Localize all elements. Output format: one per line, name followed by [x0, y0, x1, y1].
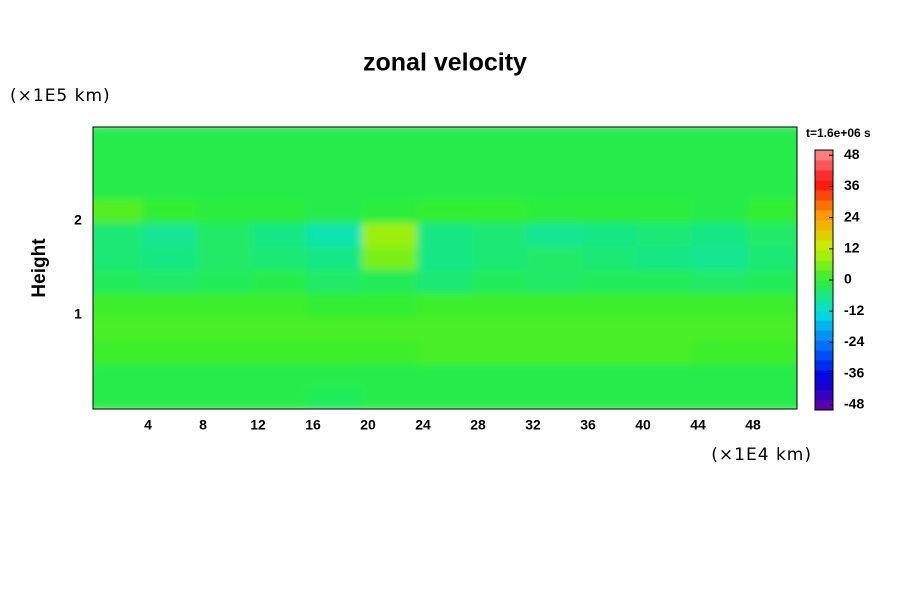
colorbar-band — [815, 160, 833, 171]
heat-cell — [747, 172, 797, 200]
heat-cell — [747, 127, 797, 153]
colorbar-band — [815, 190, 833, 201]
colorbar-band — [815, 210, 833, 221]
heat-cell — [747, 266, 797, 294]
colorbar-band — [815, 320, 833, 331]
y-tick-label: 1 — [74, 306, 82, 322]
heat-cell — [747, 383, 797, 409]
x-tick-label: 16 — [305, 417, 321, 433]
colorbar-band — [815, 350, 833, 361]
colorbar-band — [815, 370, 833, 381]
colorbar-band — [815, 230, 833, 241]
x-tick-label: 28 — [470, 417, 486, 433]
colorbar-band — [815, 280, 833, 291]
heat-cell — [747, 360, 797, 388]
heat-cell — [747, 242, 797, 270]
heat-cell — [747, 195, 797, 223]
colorbar-band — [815, 380, 833, 391]
x-unit: (×1E4 km) — [711, 445, 812, 465]
colorbar-tick-label: -12 — [844, 302, 864, 318]
colorbar-band — [815, 250, 833, 261]
x-tick-label: 40 — [635, 417, 651, 433]
colorbar: 48 36 24 12 0 -12 -24 -36 -48 — [814, 146, 864, 412]
time-label: t=1.6e+06 s — [806, 126, 871, 140]
colorbar-band — [815, 390, 833, 401]
x-tick-label: 32 — [525, 417, 541, 433]
plot-frame — [92, 126, 798, 410]
colorbar-band — [815, 170, 833, 181]
colorbar-tick-label: -48 — [844, 396, 864, 412]
colorbar-tick-label: 24 — [844, 208, 860, 224]
heat-cell — [747, 148, 797, 176]
x-tick-label: 24 — [415, 417, 431, 433]
x-tick-label: 4 — [144, 417, 152, 433]
heat-cell — [747, 336, 797, 364]
colorbar-band — [815, 340, 833, 351]
heat-cell — [747, 313, 797, 341]
colorbar-band — [815, 290, 833, 301]
y-axis-label: Height — [29, 238, 50, 298]
colorbar-band — [815, 310, 833, 321]
y-unit: (×1E5 km) — [10, 86, 111, 106]
x-tick-label: 48 — [745, 417, 761, 433]
x-tick-label: 8 — [199, 417, 207, 433]
x-tick-label: 36 — [580, 417, 596, 433]
colorbar-band — [815, 330, 833, 341]
colorbar-tick-label: 0 — [844, 271, 852, 287]
y-tick-label: 2 — [74, 212, 82, 228]
colorbar-band — [815, 300, 833, 311]
colorbar-band — [815, 400, 833, 411]
colorbar-band — [815, 270, 833, 281]
colorbar-tick-label: 12 — [844, 240, 860, 256]
colorbar-band — [815, 200, 833, 211]
colorbar-tick-label: -36 — [844, 364, 864, 380]
colorbar-band — [815, 360, 833, 371]
x-tick-label: 12 — [250, 417, 266, 433]
cells — [93, 127, 797, 409]
x-tick-label: 44 — [690, 417, 706, 433]
x-tick-label: 20 — [360, 417, 376, 433]
colorbar-tick-label: -24 — [844, 333, 864, 349]
field — [93, 127, 797, 409]
heat-cell — [747, 219, 797, 247]
colorbar-band — [815, 180, 833, 191]
colorbar-tick-label: 48 — [844, 146, 860, 162]
colorbar-band — [815, 240, 833, 251]
colorbar-band — [815, 260, 833, 271]
colorbar-tick-label: 36 — [844, 177, 860, 193]
colorbar-band — [815, 220, 833, 231]
chart-title: zonal velocity — [363, 49, 527, 77]
heat-cell — [747, 289, 797, 317]
colorbar-band — [815, 150, 833, 161]
